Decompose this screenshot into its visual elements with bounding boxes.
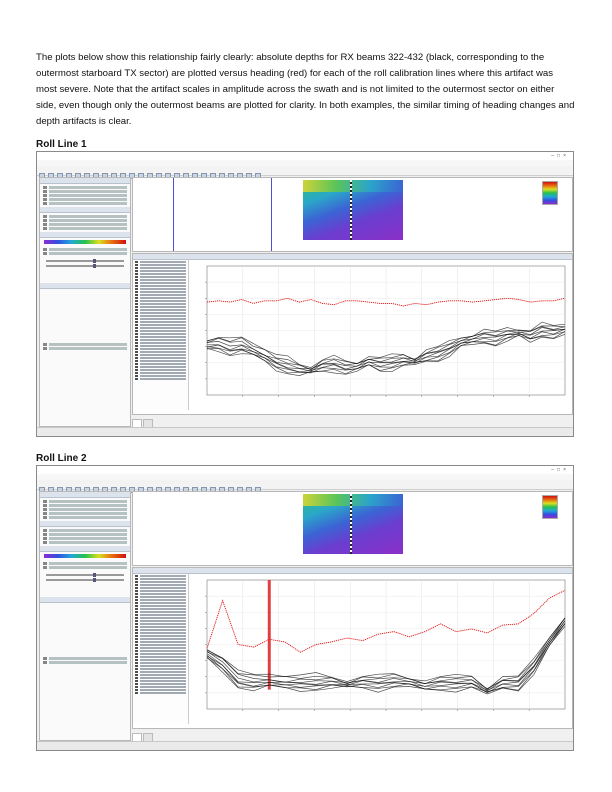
heading-series-line <box>206 589 566 653</box>
menubar <box>37 474 573 480</box>
depth-series-line <box>206 623 566 692</box>
beam-list <box>133 260 189 410</box>
colormap-bar <box>44 554 126 558</box>
window-controls-icon: –□× <box>551 153 569 159</box>
depth-heading-plot <box>205 265 566 397</box>
panel-header <box>40 521 130 527</box>
toolbar <box>37 166 573 179</box>
view-tabs <box>132 415 154 428</box>
depth-series-line <box>206 620 566 692</box>
bathymetry-image <box>303 494 403 554</box>
opacity-slider <box>46 259 124 263</box>
depth-series-line <box>206 325 566 371</box>
settings-list <box>40 246 130 257</box>
heading-series-line <box>206 297 566 307</box>
color-legend <box>542 495 558 519</box>
panel-header <box>40 492 130 498</box>
status-bar <box>37 741 573 750</box>
table-list <box>40 341 130 352</box>
map-divider <box>173 178 174 251</box>
colormap-bar <box>44 240 126 244</box>
data-spike-marker <box>267 580 271 690</box>
screenshot-roll-line-2: –□× <box>36 465 574 751</box>
panel-header <box>40 597 130 603</box>
panel-header <box>40 207 130 213</box>
plot-panel <box>132 253 573 415</box>
panel-header <box>40 546 130 552</box>
map-view <box>132 177 573 252</box>
depth-series-line <box>206 623 566 694</box>
file-list <box>40 498 130 521</box>
toolbar <box>37 480 573 493</box>
panel-header <box>40 178 130 184</box>
map-view <box>132 491 573 566</box>
depth-series-line <box>206 617 566 691</box>
map-divider <box>271 178 272 251</box>
panel-header <box>40 283 130 289</box>
depth-series-line <box>206 617 566 690</box>
screenshot-roll-line-1: –□× <box>36 151 574 437</box>
depth-series-line <box>206 331 566 374</box>
view-tabs <box>132 729 154 742</box>
depth-series-line <box>206 333 566 376</box>
left-panel <box>39 177 131 427</box>
depth-series-line <box>206 617 566 689</box>
depth-series-line <box>206 326 566 370</box>
table-list <box>40 655 130 666</box>
file-list <box>40 184 130 207</box>
window-controls-icon: –□× <box>551 467 569 473</box>
color-legend <box>542 181 558 205</box>
left-panel <box>39 491 131 741</box>
depth-series-line <box>206 620 566 691</box>
intro-paragraph: The plots below show this relationship f… <box>36 52 575 127</box>
range-slider <box>46 264 124 268</box>
depth-series-line <box>206 626 566 695</box>
layer-list <box>40 527 130 546</box>
survey-track <box>350 494 352 554</box>
panel-header <box>133 568 572 574</box>
depth-series-line <box>206 328 566 372</box>
section-title-roll-line-2: Roll Line 2 <box>36 453 87 464</box>
plot-panel <box>132 567 573 729</box>
layer-list <box>40 213 130 232</box>
status-bar <box>37 427 573 436</box>
opacity-slider <box>46 573 124 577</box>
section-title-roll-line-1: Roll Line 1 <box>36 139 87 150</box>
menubar <box>37 160 573 166</box>
range-slider <box>46 578 124 582</box>
survey-track <box>350 180 352 240</box>
beam-list <box>133 574 189 724</box>
bathymetry-image <box>303 180 403 240</box>
settings-list <box>40 560 130 571</box>
panel-header <box>133 254 572 260</box>
panel-header <box>40 232 130 238</box>
depth-heading-plot <box>205 579 566 711</box>
